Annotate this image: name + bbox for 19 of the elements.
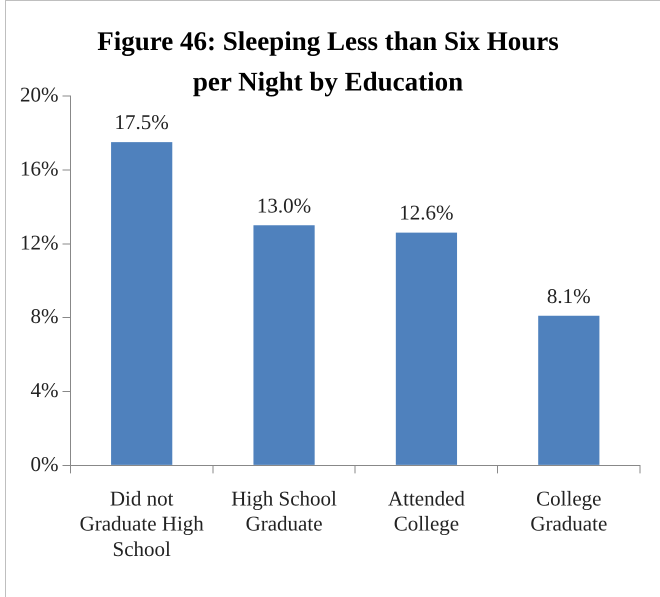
chart-title: Figure 46: Sleeping Less than Six Hours per Night by Education (97, 26, 559, 97)
data-label: 12.6% (399, 200, 454, 225)
x-tick-label: High School Graduate (231, 486, 338, 536)
x-tick-label: College Graduate (530, 486, 608, 536)
bar (111, 142, 172, 465)
y-tick-label: 0% (30, 452, 58, 476)
bar (538, 316, 600, 465)
y-tick-label: 4% (30, 378, 58, 402)
data-label: 17.5% (114, 110, 169, 134)
y-tick-label: 8% (30, 304, 58, 328)
bar (253, 225, 315, 465)
data-label: 13.0% (256, 193, 312, 218)
y-tick-label: 12% (20, 230, 58, 254)
y-tick-label: 20% (20, 82, 58, 107)
y-tick-label: 16% (20, 156, 58, 180)
bar (396, 232, 458, 465)
x-tick-label: Did not Graduate High School (80, 486, 204, 561)
data-label: 8.1% (546, 284, 591, 308)
x-tick-label: Attended College (388, 486, 466, 536)
